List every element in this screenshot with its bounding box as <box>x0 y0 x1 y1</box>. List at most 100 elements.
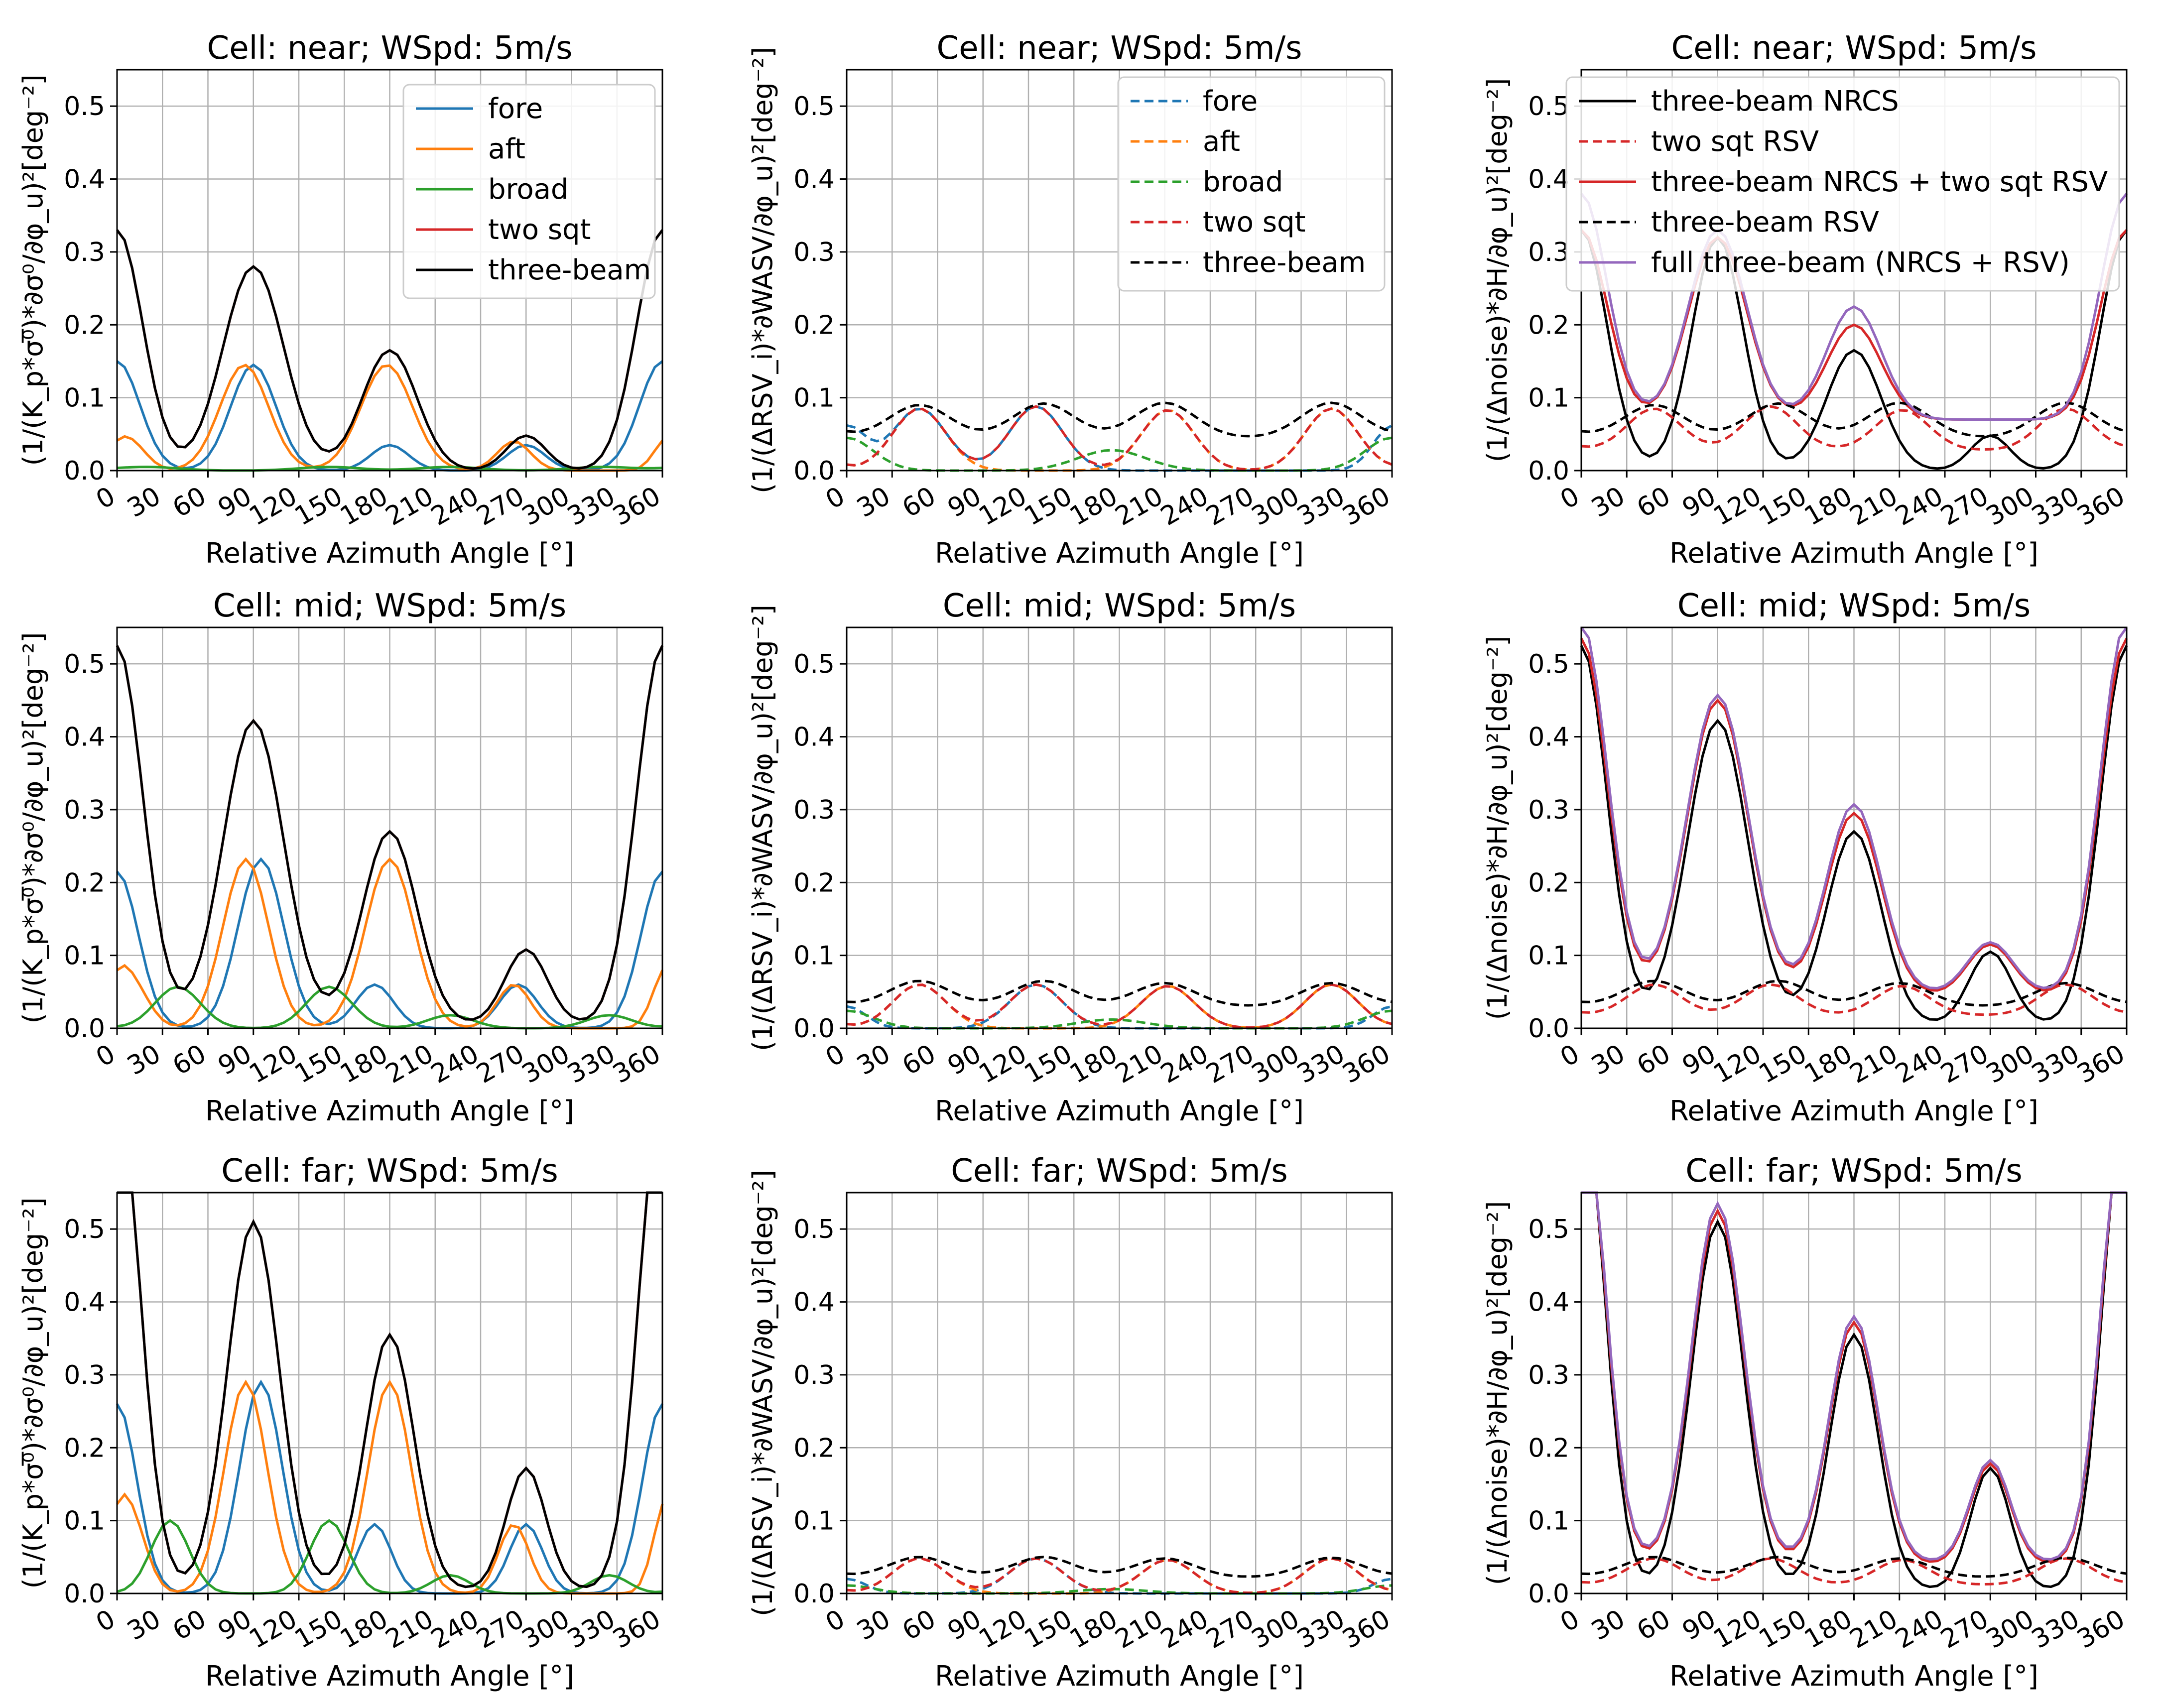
y-tick-label: 0.0 <box>1528 456 1569 486</box>
y-tick-label: 0.4 <box>793 1288 835 1318</box>
y-tick-label: 0.5 <box>64 92 105 122</box>
y-axis-label: (1/(ΔRSV_i)*∂WASV/∂φ_u)²[deg⁻²] <box>747 1170 778 1616</box>
x-axis-label: Relative Azimuth Angle [°] <box>205 537 574 570</box>
y-tick-label: 0.2 <box>64 1433 105 1463</box>
subplot-mid-nrcs: 0.00.10.20.30.40.50 30 60 90120150180210240… <box>17 588 666 1127</box>
x-tick-label: 0 <box>821 481 850 515</box>
legend-entry: two sqt <box>488 214 591 246</box>
y-tick-label: 0.5 <box>64 649 105 679</box>
legend-entry: fore <box>488 93 543 125</box>
legend-entry: broad <box>1203 166 1283 198</box>
series-line-three-beam <box>117 1191 662 1588</box>
x-axis-label: Relative Azimuth Angle [°] <box>1669 1095 2038 1127</box>
x-axis-label: Relative Azimuth Angle [°] <box>1669 537 2038 570</box>
legend-entry: three-beam NRCS <box>1651 85 1899 118</box>
y-tick-label: 0.0 <box>793 1014 835 1044</box>
series-line-three-beam-rsv <box>1581 401 2127 438</box>
legend-entry: three-beam RSV <box>1651 206 1879 239</box>
y-tick-label: 0.0 <box>1528 1014 1569 1044</box>
subplot-near-rsv: 0.00.10.20.30.40.50 30 60 90120150180210240… <box>747 30 1396 570</box>
x-tick-label: 360 <box>1338 1039 1396 1090</box>
y-tick-label: 0.4 <box>64 1288 105 1318</box>
subplot-far-total: 0.00.10.20.30.40.50 30 60 90120150180210240… <box>1482 1153 2130 1693</box>
x-tick-label: 360 <box>608 481 666 532</box>
series-line-full-three-beam-nrcs-rsv- <box>1580 626 2128 990</box>
series-line-full-three-beam-nrcs-rsv- <box>1580 193 2128 421</box>
x-tick-label: 0 <box>1555 481 1585 515</box>
y-tick-label: 0.5 <box>1528 92 1569 122</box>
series-line-three-beam <box>846 979 1393 1007</box>
series-line-two-sqt <box>846 1557 1393 1594</box>
y-tick-label: 0.1 <box>793 1506 835 1536</box>
subplot-title: Cell: mid; WSpd: 5m/s <box>1677 588 2031 624</box>
legend-entry: two sqt <box>1203 206 1306 239</box>
y-tick-label: 0.4 <box>1528 723 1569 752</box>
x-tick-label: 30 <box>122 1039 165 1081</box>
subplot-mid-rsv: 0.00.10.20.30.40.50 30 60 90120150180210240… <box>747 588 1396 1127</box>
x-tick-label: 360 <box>608 1604 666 1655</box>
y-tick-label: 0.2 <box>64 310 105 340</box>
y-tick-label: 0.2 <box>793 1433 835 1463</box>
y-tick-label: 0.0 <box>64 1014 105 1044</box>
y-tick-label: 0.2 <box>793 868 835 898</box>
y-tick-label: 0.2 <box>793 310 835 340</box>
y-tick-label: 0.1 <box>793 941 835 971</box>
y-tick-label: 0.3 <box>1528 795 1569 825</box>
x-tick-label: 0 <box>91 481 121 515</box>
subplot-title: Cell: near; WSpd: 5m/s <box>1671 30 2037 67</box>
y-tick-label: 0.0 <box>1528 1579 1569 1609</box>
y-tick-label: 0.2 <box>1528 868 1569 898</box>
series-line-full-three-beam-nrcs-rsv- <box>1581 1191 2127 1561</box>
y-tick-label: 0.0 <box>64 456 105 486</box>
y-tick-label: 0.3 <box>1528 238 1569 267</box>
y-tick-label: 0.0 <box>793 1579 835 1609</box>
series-line-three-beam-rsv <box>1581 1556 2127 1578</box>
x-tick-label: 60 <box>897 1604 941 1646</box>
x-tick-label: 60 <box>1632 1604 1675 1646</box>
legend-entry: three-beam <box>488 254 651 286</box>
y-axis-label: (1/(Δnoise)*∂H/∂φ_u)²[deg⁻²] <box>1482 1201 1513 1586</box>
y-axis-label: (1/(ΔRSV_i)*∂WASV/∂φ_u)²[deg⁻²] <box>747 47 778 493</box>
x-tick-label: 360 <box>1338 1604 1396 1655</box>
subplot-title: Cell: mid; WSpd: 5m/s <box>943 588 1296 624</box>
legend-entry: aft <box>1203 125 1240 158</box>
series-line-three-beam-nrcs <box>1580 229 2128 470</box>
x-axis-label: Relative Azimuth Angle [°] <box>205 1095 574 1127</box>
y-axis-label: (1/(Δnoise)*∂H/∂φ_u)²[deg⁻²] <box>1482 78 1513 463</box>
y-tick-label: 0.4 <box>64 723 105 752</box>
y-tick-label: 0.5 <box>793 649 835 679</box>
series-line-three-beam-nrcs <box>1581 1191 2127 1588</box>
y-tick-label: 0.5 <box>1528 649 1569 679</box>
y-tick-label: 0.5 <box>1528 1215 1569 1244</box>
x-tick-label: 360 <box>2072 1604 2130 1655</box>
y-tick-label: 0.1 <box>64 941 105 971</box>
y-axis-label: (1/(K_p*σ⁰̅)*∂σ⁰/∂φ_u)²[deg⁻²] <box>17 1198 49 1589</box>
x-tick-label: 60 <box>897 481 941 523</box>
x-tick-label: 360 <box>2072 1039 2130 1090</box>
y-tick-label: 0.1 <box>1528 1506 1569 1536</box>
x-tick-label: 60 <box>897 1039 941 1081</box>
x-tick-label: 30 <box>852 481 895 523</box>
legend-entry: fore <box>1203 85 1258 118</box>
subplot-near-nrcs: 0.00.10.20.30.40.50 30 60 90120150180210240… <box>17 30 666 570</box>
subplot-title: Cell: far; WSpd: 5m/s <box>221 1153 558 1190</box>
y-tick-label: 0.4 <box>1528 165 1569 195</box>
subplot-title: Cell: near; WSpd: 5m/s <box>937 30 1302 67</box>
series-line-two-sqt <box>846 405 1393 471</box>
series-line-three-beam-rsv <box>1581 979 2127 1007</box>
y-tick-label: 0.2 <box>1528 1433 1569 1463</box>
y-tick-label: 0.3 <box>793 238 835 267</box>
y-tick-label: 0.0 <box>64 1579 105 1609</box>
y-tick-label: 0.3 <box>793 1360 835 1390</box>
x-tick-label: 30 <box>852 1039 895 1081</box>
series-line-three-beam <box>846 1556 1393 1578</box>
y-tick-label: 0.3 <box>64 238 105 267</box>
series-line-three-beam <box>846 401 1393 438</box>
x-tick-label: 30 <box>1586 1039 1630 1081</box>
y-tick-label: 0.0 <box>793 456 835 486</box>
legend-entry: two sqt RSV <box>1651 125 1819 158</box>
y-tick-label: 0.3 <box>1528 1360 1569 1390</box>
subplot-mid-total: 0.00.10.20.30.40.50 30 60 90120150180210240… <box>1482 588 2130 1127</box>
legend-entry: three-beam <box>1203 246 1366 279</box>
